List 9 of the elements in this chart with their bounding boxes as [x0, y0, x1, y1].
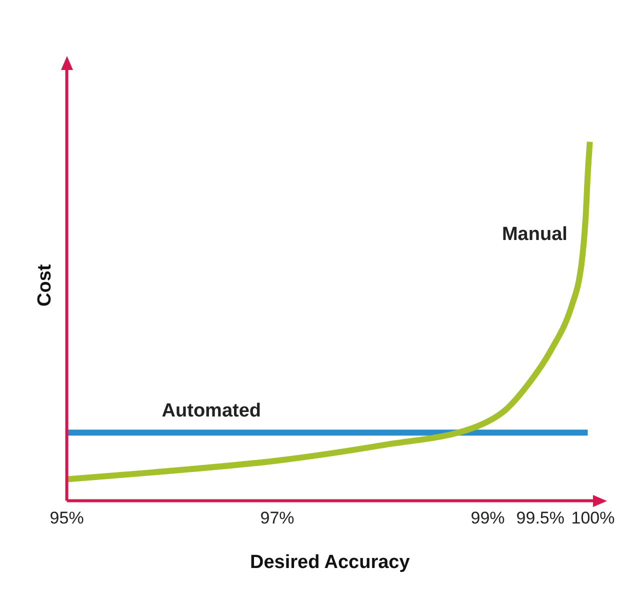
y-axis-title: Cost: [34, 264, 56, 307]
series-label: Manual: [502, 224, 568, 245]
x-tick-label: 100%: [571, 508, 615, 528]
series-label: Automated: [162, 400, 262, 422]
x-tick-label: 95%: [50, 508, 84, 528]
x-tick-label: 99.5%: [516, 508, 564, 528]
x-tick-label: 97%: [260, 508, 294, 528]
x-axis-title: Desired Accuracy: [250, 552, 410, 573]
x-tick-label: 99%: [470, 508, 505, 528]
